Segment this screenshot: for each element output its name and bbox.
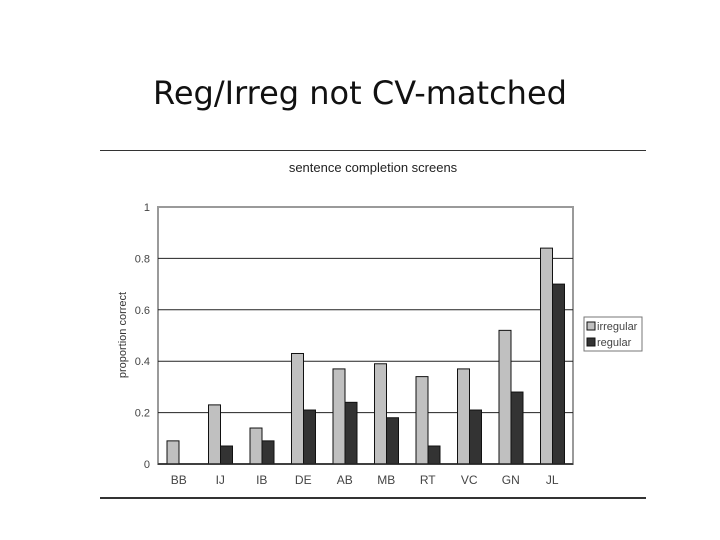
x-tick-label: VC xyxy=(461,473,478,487)
y-tick-label: 0.8 xyxy=(135,253,150,265)
legend-label-irregular: irregular xyxy=(597,321,638,333)
bar-irregular-BB xyxy=(166,440,180,465)
x-tick-label: IB xyxy=(256,473,267,487)
x-tick-label: GN xyxy=(502,473,520,487)
bar-regular-IB xyxy=(261,440,275,465)
bottom-rule xyxy=(100,497,646,499)
bar-regular-JL xyxy=(552,283,565,465)
x-tick-label: AB xyxy=(337,473,353,487)
bar-regular-AB xyxy=(344,401,358,465)
y-tick-label: 0.2 xyxy=(135,408,150,420)
bar-regular-RT xyxy=(427,445,441,465)
x-tick-label: IJ xyxy=(216,473,225,487)
x-tick-label: MB xyxy=(377,473,395,487)
bar-irregular-GN xyxy=(498,329,512,465)
y-tick-label: 1 xyxy=(144,202,150,214)
bar-irregular-AB xyxy=(332,368,346,465)
bar-irregular-JL xyxy=(540,247,553,465)
legend-swatch-regular xyxy=(586,337,596,347)
y-tick-label: 0 xyxy=(144,459,150,471)
bar-regular-GN xyxy=(510,391,524,465)
chart-title: sentence completion screens xyxy=(289,160,458,175)
bar-regular-DE xyxy=(303,409,316,465)
bar-irregular-VC xyxy=(457,368,470,465)
x-tick-label: RT xyxy=(420,473,436,487)
top-rule xyxy=(100,150,646,151)
y-tick-label: 0.4 xyxy=(135,356,150,368)
legend-label-regular: regular xyxy=(597,337,632,349)
slide-title: Reg/Irreg not CV-matched xyxy=(153,74,567,112)
x-tick-label: DE xyxy=(295,473,312,487)
legend-swatch-irregular xyxy=(586,321,596,331)
bar-regular-IJ xyxy=(220,445,233,465)
bar-irregular-MB xyxy=(374,363,387,465)
plot-area: 0 0.2 0.4 0.6 0.8 1 BB IJ IB DE AB MB RT VC GN JL xyxy=(135,202,574,487)
x-tick-label: BB xyxy=(171,473,187,487)
y-tick-label: 0.6 xyxy=(135,305,150,317)
bar-irregular-DE xyxy=(291,352,304,465)
bar-regular-VC xyxy=(469,409,482,465)
bar-irregular-IB xyxy=(249,427,263,465)
y-axis-label: proportion correct xyxy=(117,292,129,378)
x-tick-label: JL xyxy=(546,473,559,487)
bar-irregular-RT xyxy=(415,376,429,465)
bar-irregular-IJ xyxy=(208,404,221,465)
legend: irregular regular xyxy=(583,316,643,352)
bar-regular-MB xyxy=(386,417,399,465)
